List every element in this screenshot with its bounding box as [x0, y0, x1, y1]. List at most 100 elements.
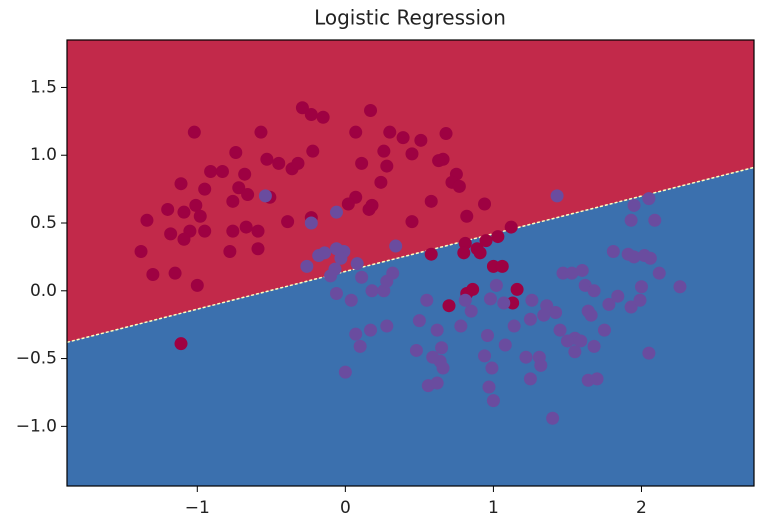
- point: [491, 230, 505, 244]
- point: [432, 154, 446, 168]
- x-tick-label: −1: [185, 498, 210, 518]
- point: [584, 308, 598, 322]
- point: [241, 188, 255, 202]
- point: [436, 361, 450, 375]
- point: [316, 110, 330, 124]
- point: [187, 125, 201, 139]
- point: [464, 304, 478, 318]
- point: [624, 300, 638, 314]
- point: [324, 269, 338, 283]
- point: [177, 205, 191, 219]
- point: [473, 246, 487, 260]
- point: [504, 220, 518, 234]
- point: [426, 350, 440, 364]
- point: [497, 296, 511, 310]
- point: [587, 339, 601, 353]
- point: [412, 314, 426, 328]
- point: [507, 319, 521, 333]
- point: [498, 338, 512, 352]
- point: [251, 242, 265, 256]
- y-tick-label: 0.5: [30, 213, 57, 233]
- point: [506, 296, 520, 310]
- point: [329, 205, 343, 219]
- point: [525, 293, 539, 307]
- point: [537, 308, 551, 322]
- point: [568, 345, 582, 359]
- point: [338, 365, 352, 379]
- point: [602, 297, 616, 311]
- point: [642, 192, 656, 206]
- point: [442, 299, 456, 313]
- point: [624, 213, 638, 227]
- point: [478, 197, 492, 211]
- point: [553, 323, 567, 337]
- point: [329, 287, 343, 301]
- point: [306, 144, 320, 158]
- point: [140, 213, 154, 227]
- y-tick-label: −0.5: [16, 349, 57, 369]
- point: [364, 323, 378, 337]
- plot-area: [67, 40, 754, 486]
- point: [424, 247, 438, 261]
- point: [334, 251, 348, 265]
- point: [460, 209, 474, 223]
- point: [611, 289, 625, 303]
- point: [574, 334, 588, 348]
- point: [430, 323, 444, 337]
- point: [383, 125, 397, 139]
- point: [350, 257, 364, 271]
- point: [549, 305, 563, 319]
- y-tick-label: −1.0: [16, 416, 57, 436]
- point: [489, 278, 503, 292]
- point: [495, 259, 509, 273]
- point: [260, 152, 274, 166]
- point: [386, 266, 400, 280]
- point: [174, 337, 188, 351]
- point: [353, 339, 367, 353]
- point: [483, 292, 497, 306]
- point: [318, 246, 332, 260]
- point: [452, 179, 466, 193]
- point: [519, 350, 533, 364]
- point: [597, 323, 611, 337]
- point: [565, 266, 579, 280]
- point: [627, 250, 641, 264]
- point: [550, 189, 564, 203]
- point: [486, 394, 500, 408]
- point: [229, 146, 243, 160]
- point: [454, 319, 468, 333]
- point: [409, 343, 423, 357]
- point: [424, 194, 438, 208]
- point: [380, 159, 394, 173]
- point: [523, 372, 537, 386]
- x-tick-label: 1: [488, 498, 499, 518]
- point: [198, 224, 212, 238]
- point: [480, 329, 494, 343]
- point: [134, 244, 148, 258]
- point: [606, 244, 620, 258]
- point: [414, 133, 428, 147]
- point: [534, 358, 548, 372]
- point: [652, 266, 666, 280]
- point: [377, 144, 391, 158]
- point: [349, 327, 363, 341]
- point: [374, 175, 388, 189]
- point: [226, 194, 240, 208]
- point: [232, 181, 246, 195]
- point: [355, 270, 369, 284]
- point: [673, 280, 687, 294]
- point: [365, 284, 379, 298]
- point: [560, 334, 574, 348]
- point: [479, 234, 493, 248]
- point: [281, 215, 295, 229]
- point: [466, 282, 480, 296]
- point: [633, 293, 647, 307]
- point: [223, 244, 237, 258]
- point: [355, 156, 369, 170]
- point: [215, 164, 229, 178]
- point: [295, 101, 309, 115]
- point: [523, 312, 537, 326]
- point: [396, 131, 410, 145]
- point: [258, 189, 272, 203]
- point: [161, 202, 175, 216]
